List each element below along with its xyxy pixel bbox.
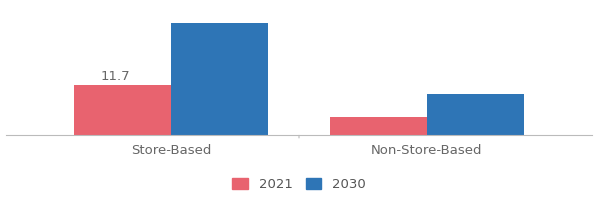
Bar bbox=[426, 94, 523, 135]
Bar bbox=[75, 85, 172, 135]
Bar bbox=[172, 23, 269, 135]
Bar bbox=[329, 117, 426, 135]
Legend: 2021, 2030: 2021, 2030 bbox=[227, 172, 371, 196]
Text: 11.7: 11.7 bbox=[100, 70, 130, 83]
